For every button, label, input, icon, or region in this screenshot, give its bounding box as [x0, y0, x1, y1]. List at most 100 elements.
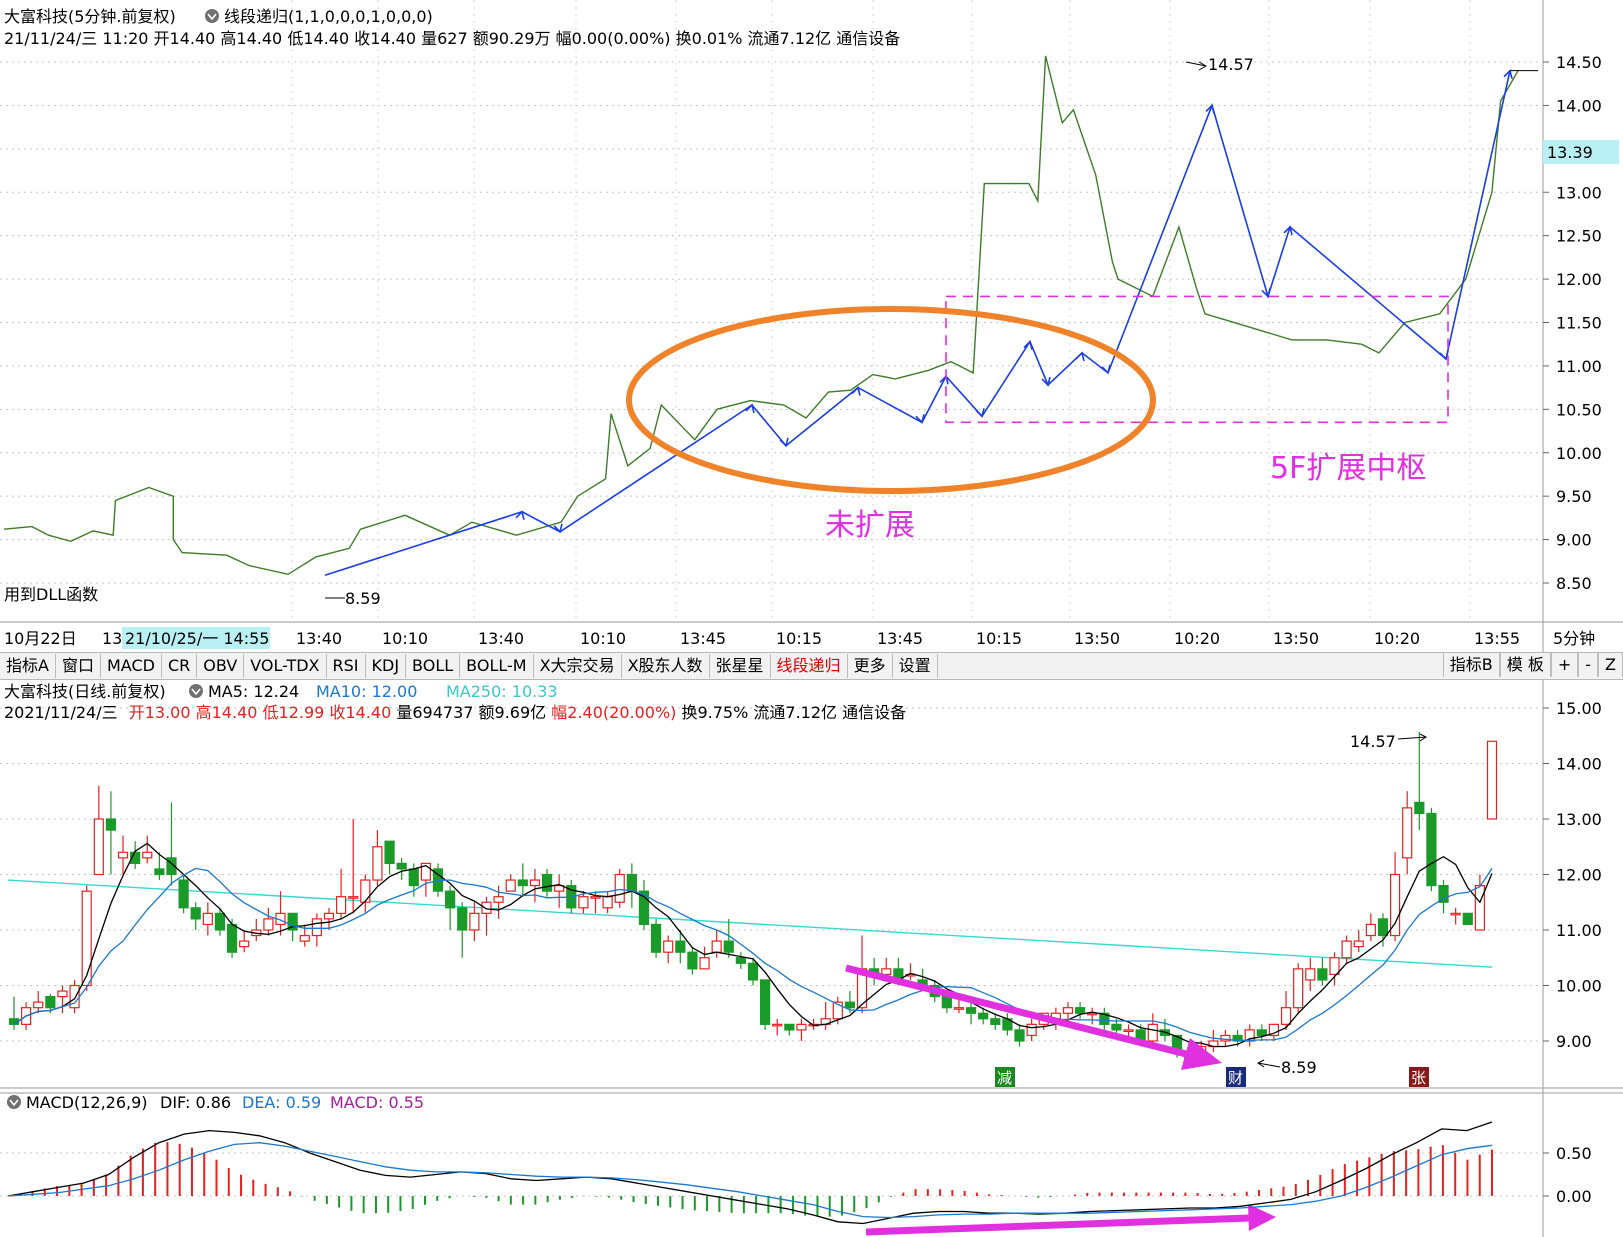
candle-down [1426, 812, 1437, 887]
candle-up [372, 846, 383, 881]
candle-down [675, 940, 686, 953]
candle-down [1111, 1023, 1122, 1031]
candle-down [990, 1018, 1001, 1025]
toolbar-item-0[interactable]: 指标A [0, 654, 56, 678]
candle-down [384, 840, 395, 865]
candle-up [360, 879, 371, 903]
candle-down [287, 912, 298, 931]
candle-down [735, 957, 746, 964]
y-tick-label: 14.00 [1556, 755, 1602, 774]
chevron-down-icon [207, 13, 217, 21]
toolbar-right-item-3[interactable]: - [1578, 653, 1599, 677]
y-tick-label: 14.50 [1556, 53, 1602, 72]
toolbar-right-item-2[interactable]: + [1550, 653, 1579, 677]
y-tick-label: 10.00 [1556, 977, 1602, 996]
time-label: 13:45 [680, 629, 726, 648]
intraday-bar-info: 21/11/24/三 11:20 开14.40 高14.40 低14.40 收1… [4, 29, 900, 48]
candle-up [1123, 1029, 1134, 1033]
daily-high-label: 14.57 [1350, 732, 1396, 751]
toolbar-item-12[interactable]: 张星星 [710, 654, 771, 678]
candle-up [335, 896, 347, 914]
toolbar-item-15[interactable]: 设置 [893, 654, 938, 678]
y-tick-label: 14.00 [1556, 96, 1602, 115]
candle-up [142, 851, 153, 859]
candle-up [590, 896, 601, 899]
badge-jian[interactable] [995, 1067, 1015, 1087]
ma-dropdown-icon[interactable] [189, 684, 203, 698]
candle-up [1474, 884, 1485, 931]
toolbar-item-10[interactable]: X大宗交易 [534, 654, 622, 678]
daily-y-axis: 9.00 10.00 11.00 12.00 13.00 14.00 15.00 [1543, 699, 1602, 1051]
candle-up [33, 1001, 44, 1009]
candle-up [57, 990, 68, 998]
candle-up [796, 1023, 807, 1031]
candle-up [323, 912, 335, 920]
candle-down [1099, 1012, 1110, 1025]
chevron-down-icon [9, 1099, 19, 1107]
candle-up [711, 940, 722, 953]
candle-up [1365, 923, 1376, 937]
toolbar-right-item-4[interactable]: Z [1598, 653, 1623, 677]
badge-zhang[interactable] [1409, 1067, 1429, 1087]
candle-up [1341, 940, 1352, 959]
toolbar-item-11[interactable]: X股东人数 [622, 654, 710, 678]
macd-divergence-arrow [865, 1214, 1251, 1236]
candle-down [941, 995, 952, 1009]
candle-down [45, 995, 56, 1009]
stroke-arrowhead [1439, 350, 1449, 361]
badge-cai[interactable] [1226, 1067, 1246, 1087]
indicator-toolbar: 指标A 窗口 MACD CR OBV VOL-TDX RSI KDJ BOLL BOLL-M X大宗… [0, 652, 1623, 680]
candle-up [663, 940, 674, 953]
candle-up [1402, 807, 1413, 859]
toolbar-item-3[interactable]: CR [162, 654, 198, 678]
price-line-up [3, 55, 1519, 575]
time-label: 13:55 [1474, 629, 1520, 648]
candle-up [602, 896, 613, 909]
ma250-line [7, 879, 1493, 968]
macd-dropdown-icon[interactable] [7, 1095, 21, 1109]
toolbar-item-4[interactable]: OBV [197, 654, 245, 678]
toolbar-right-item-0[interactable]: 指标B [1442, 653, 1500, 677]
intraday-price-path [3, 55, 1519, 576]
y-tick-label: 0.00 [1556, 1187, 1592, 1206]
toolbar-item-2[interactable]: MACD [101, 654, 162, 678]
macd-histogram [19, 1142, 1493, 1217]
toolbar-item-5[interactable]: VOL-TDX [244, 654, 327, 678]
period-label[interactable]: 5分钟 [1553, 629, 1595, 648]
center-box [945, 70, 1538, 424]
candle-down [178, 879, 189, 909]
candle-down [166, 857, 177, 876]
candle-up [1486, 740, 1498, 820]
candle-up [529, 879, 541, 887]
candle-up [117, 851, 129, 859]
toolbar-right-item-1[interactable]: 模 板 [1499, 653, 1551, 677]
candle-down [1317, 968, 1328, 981]
toolbar-item-13[interactable]: 线段递归 [771, 654, 848, 678]
candle-down [978, 1012, 989, 1020]
toolbar-item-9[interactable]: BOLL-M [460, 654, 534, 678]
candle-down [457, 907, 468, 931]
current-price: 13.39 [1547, 143, 1593, 162]
candle-up [93, 818, 104, 876]
candle-up [1026, 1023, 1037, 1037]
current-price-box [1543, 140, 1619, 164]
candle-up [1329, 957, 1340, 975]
toolbar-item-14[interactable]: 更多 [848, 654, 893, 678]
candle-up [311, 918, 322, 937]
cursor-time: 21/10/25/一 14:55 [125, 629, 269, 648]
candle-up [1280, 1007, 1292, 1025]
candle-up [420, 862, 432, 881]
toolbar-item-1[interactable]: 窗口 [56, 654, 101, 678]
y-tick-label: 10.50 [1556, 400, 1602, 419]
candle-up [481, 901, 492, 914]
candle-down [626, 873, 637, 892]
stroke-arrowhead [975, 408, 985, 418]
toolbar-item-7[interactable]: KDJ [366, 654, 407, 678]
y-tick-label: 15.00 [1556, 699, 1602, 718]
indicator-dropdown-icon[interactable] [205, 9, 219, 23]
chevron-down-icon [191, 688, 201, 696]
y-tick-label: 12.00 [1556, 270, 1602, 289]
toolbar-item-6[interactable]: RSI [327, 654, 366, 678]
toolbar-item-8[interactable]: BOLL [406, 654, 461, 678]
